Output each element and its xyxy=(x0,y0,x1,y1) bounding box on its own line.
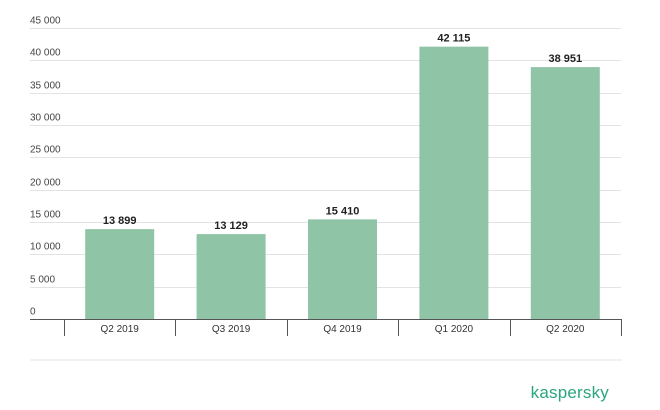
data-labels: 13 899 13 129 15 410 42 115 38 951 xyxy=(103,33,582,232)
y-tick-label: 30 000 xyxy=(30,113,61,124)
data-label: 42 115 xyxy=(437,33,470,45)
y-tick-label: 25 000 xyxy=(30,145,61,156)
y-tick-label: 40 000 xyxy=(30,48,61,59)
bar xyxy=(530,67,600,319)
bar xyxy=(308,219,377,319)
bar xyxy=(419,46,489,319)
y-tick-label: 20 000 xyxy=(30,178,61,189)
bar xyxy=(85,229,155,319)
y-tick-label: 35 000 xyxy=(30,81,61,92)
y-tick-label: 10 000 xyxy=(30,242,61,253)
data-label: 15 410 xyxy=(326,205,360,217)
y-tick-label: 45 000 xyxy=(30,16,61,27)
kaspersky-logo: kaspersky xyxy=(531,383,610,402)
x-category-label: Q3 2019 xyxy=(212,324,251,335)
y-tick-label: 5 000 xyxy=(30,275,55,286)
y-tick-label: 0 xyxy=(30,307,36,318)
data-label: 13 899 xyxy=(103,215,137,227)
data-label: 13 129 xyxy=(214,220,248,232)
x-category-label: Q4 2019 xyxy=(323,324,362,335)
bar xyxy=(196,234,266,319)
bars xyxy=(85,46,600,319)
data-label: 38 951 xyxy=(548,53,582,65)
x-category-label: Q2 2019 xyxy=(101,324,140,335)
y-tick-label: 15 000 xyxy=(30,210,61,221)
y-axis-tick-labels: 0 5 000 10 000 15 000 20 000 25 000 30 000 35 0… xyxy=(30,16,61,318)
x-category-label: Q1 2020 xyxy=(435,324,474,335)
x-axis: Q2 2019 Q3 2019 Q4 2019 Q1 2020 Q2 2020 xyxy=(30,319,622,336)
x-category-label: Q2 2020 xyxy=(546,324,585,335)
